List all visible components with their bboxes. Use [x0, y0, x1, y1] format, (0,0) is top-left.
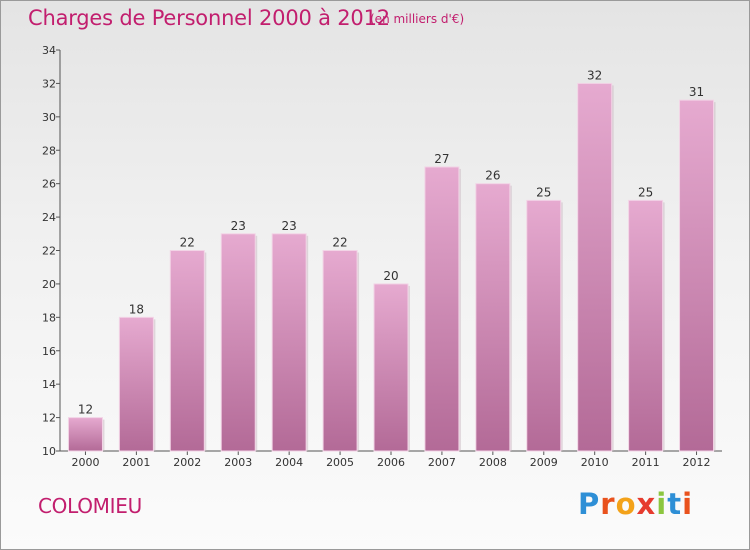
x-tick-label: 2001	[122, 456, 150, 469]
bar-value-label: 18	[129, 302, 144, 316]
bar-value-label: 12	[78, 403, 93, 417]
bar-2007	[424, 166, 460, 452]
x-tick-label: 2008	[479, 456, 507, 469]
bar-2004	[271, 233, 307, 452]
bar-2002	[169, 250, 205, 452]
x-tick-label: 2003	[224, 456, 252, 469]
bar-2006	[373, 283, 409, 452]
y-tick-label: 16	[42, 345, 56, 358]
bar-value-label: 23	[231, 219, 246, 233]
x-tick-label: 2005	[326, 456, 354, 469]
commune-name: COLOMIEU	[38, 494, 142, 518]
logo-letter: o	[615, 487, 637, 521]
bar-2011	[628, 199, 664, 452]
chart-labels: 12 2000 18 2001 22 2002 23 2003 23 2004 22 2005 20 20…	[71, 68, 710, 469]
x-tick-label: 2009	[530, 456, 558, 469]
y-tick-label: 30	[42, 111, 56, 124]
y-tick-label: 10	[42, 445, 56, 458]
bar-value-label: 25	[536, 185, 551, 199]
logo-letter: P	[578, 487, 601, 521]
x-tick-label: 2002	[173, 456, 201, 469]
y-tick-label: 20	[42, 278, 56, 291]
y-tick-label: 28	[42, 144, 56, 157]
bar-value-label: 26	[485, 169, 500, 183]
x-tick-label: 2004	[275, 456, 303, 469]
logo-letter: i	[656, 487, 668, 521]
logo-letter: x	[636, 487, 657, 521]
x-tick-label: 2011	[632, 456, 660, 469]
bar-value-label: 31	[689, 85, 704, 99]
bar-value-label: 23	[282, 219, 297, 233]
chart-bars	[67, 82, 716, 452]
bar-value-label: 25	[638, 185, 653, 199]
bar-value-label: 27	[434, 152, 449, 166]
bar-value-label: 22	[180, 236, 195, 250]
y-tick-label: 18	[42, 311, 56, 324]
chart-title: Charges de Personnel 2000 à 2012	[28, 6, 390, 30]
y-tick-label: 22	[42, 245, 56, 258]
logo-letter: r	[600, 487, 616, 521]
y-tick-label: 12	[42, 412, 56, 425]
x-tick-label: 2010	[581, 456, 609, 469]
bar-2003	[220, 233, 256, 452]
y-tick-label: 26	[42, 178, 56, 191]
bar-value-label: 20	[383, 269, 398, 283]
bar-2005	[322, 250, 358, 452]
x-tick-label: 2012	[683, 456, 711, 469]
logo-letter: t	[667, 487, 683, 521]
bar-2008	[475, 183, 511, 452]
bar-2000	[67, 417, 103, 452]
y-tick-label: 32	[42, 77, 56, 90]
x-tick-label: 2006	[377, 456, 405, 469]
bar-value-label: 22	[332, 236, 347, 250]
y-tick-label: 24	[42, 211, 56, 224]
chart-subtitle: (en milliers d'€)	[370, 12, 465, 26]
x-tick-label: 2007	[428, 456, 456, 469]
y-tick-label: 34	[42, 44, 56, 57]
bar-2009	[526, 199, 562, 452]
proxiti-logo: Proxiti	[578, 487, 693, 521]
bar-value-label: 32	[587, 68, 602, 82]
x-tick-label: 2000	[71, 456, 99, 469]
bar-2010	[577, 82, 613, 452]
bar-2001	[118, 316, 154, 452]
logo-letter: i	[682, 487, 694, 521]
bar-2012	[679, 99, 715, 452]
y-tick-label: 14	[42, 378, 56, 391]
